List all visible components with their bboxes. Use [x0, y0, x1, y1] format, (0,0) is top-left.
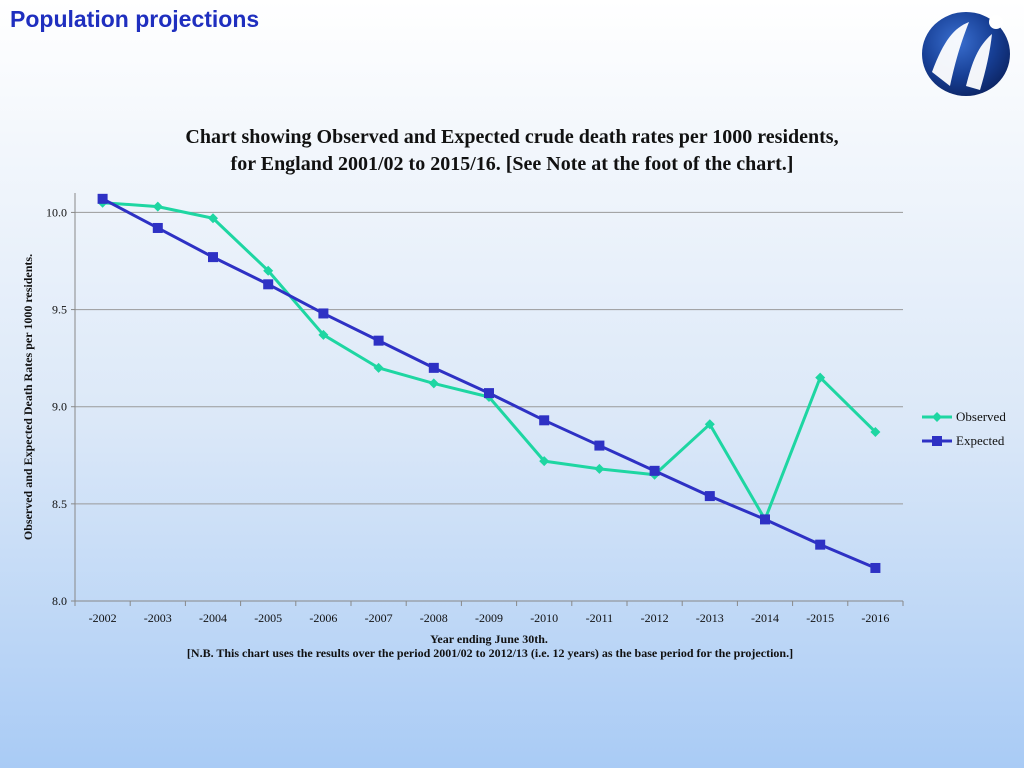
data-point-expected [208, 252, 218, 263]
data-point-observed [208, 213, 218, 224]
data-point-observed [373, 362, 384, 373]
y-tick-label: 8.5 [52, 497, 67, 511]
data-point-expected [484, 388, 494, 399]
slide-title: Population projections [10, 6, 260, 32]
x-tick-label: -2006 [309, 611, 337, 625]
x-tick-label: -2012 [641, 611, 669, 625]
y-tick-label: 9.0 [52, 400, 67, 414]
legend-marker-expected [932, 436, 942, 446]
data-point-expected [97, 193, 108, 204]
y-tick-label: 9.5 [52, 303, 67, 317]
data-point-observed [870, 426, 881, 437]
ni-logo-icon [922, 12, 1010, 96]
data-point-expected [594, 440, 605, 451]
data-point-expected [870, 562, 881, 573]
x-tick-label: -2005 [254, 611, 282, 625]
legend-label-expected: Expected [956, 433, 1005, 448]
data-point-expected [373, 335, 384, 346]
x-tick-label: -2016 [861, 611, 889, 625]
data-point-observed [704, 419, 715, 430]
x-tick-label: -2003 [144, 611, 172, 625]
data-point-expected [704, 491, 715, 502]
legend-label-observed: Observed [956, 409, 1006, 424]
x-tick-label: -2013 [696, 611, 724, 625]
legend-marker-observed [932, 412, 942, 422]
data-point-expected [152, 222, 163, 233]
x-tick-label: -2014 [751, 611, 779, 625]
chart-title-line-2: for England 2001/02 to 2015/16. [See Not… [230, 153, 794, 175]
x-tick-label: -2004 [199, 611, 227, 625]
chart-title-line-1: Chart showing Observed and Expected crud… [185, 126, 839, 148]
data-point-expected [649, 465, 660, 476]
data-point-observed [152, 201, 163, 212]
data-point-observed [263, 265, 274, 276]
x-axis-title: Year ending June 30th. [430, 632, 548, 646]
x-tick-label: -2008 [420, 611, 448, 625]
series-line-observed [102, 201, 877, 521]
data-point-expected [263, 279, 274, 290]
data-point-observed [318, 329, 329, 340]
data-point-observed [539, 456, 550, 467]
data-point-expected [815, 539, 826, 550]
data-point-expected [539, 415, 550, 426]
x-tick-label: -2007 [365, 611, 393, 625]
y-axis-title: Observed and Expected Death Rates per 10… [21, 254, 35, 540]
y-tick-label: 8.0 [52, 594, 67, 608]
data-point-observed [594, 463, 605, 474]
x-tick-label: -2010 [530, 611, 558, 625]
data-point-observed [428, 378, 439, 389]
data-point-observed [815, 372, 826, 383]
chart-note: [N.B. This chart uses the results over t… [186, 646, 794, 660]
x-tick-label: -2015 [806, 611, 834, 625]
data-point-expected [318, 308, 329, 319]
x-tick-label: -2011 [586, 611, 614, 625]
data-point-expected [428, 362, 439, 373]
y-tick-label: 10.0 [46, 205, 67, 219]
x-tick-label: -2002 [89, 611, 117, 625]
chart-title: Chart showing Observed and Expected crud… [100, 124, 924, 178]
x-tick-label: -2009 [475, 611, 503, 625]
data-point-expected [760, 514, 770, 525]
